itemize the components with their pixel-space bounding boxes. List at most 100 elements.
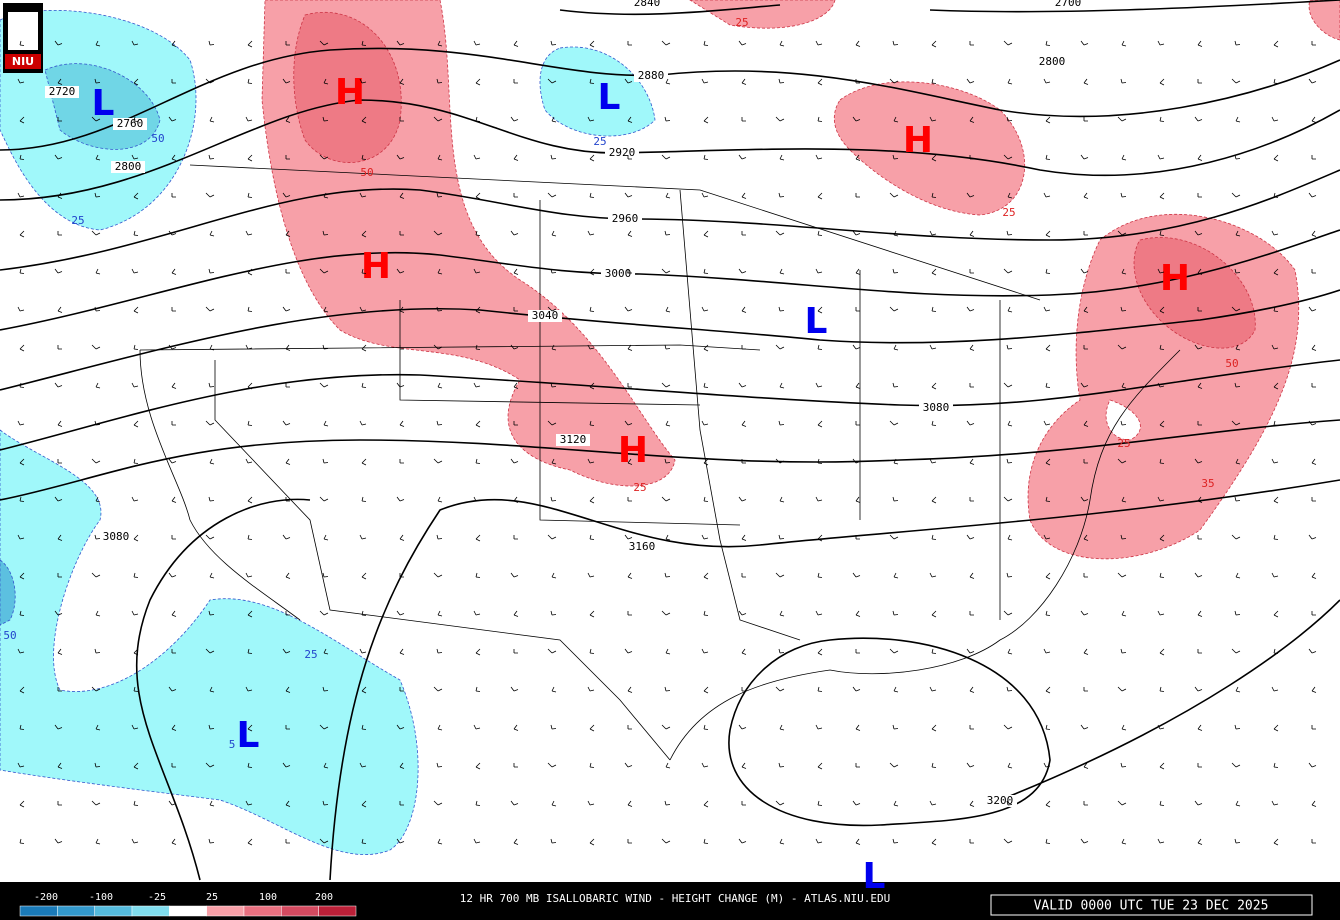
wind-arrow	[1080, 268, 1089, 274]
wind-arrow	[892, 838, 899, 844]
wind-arrow	[131, 724, 139, 730]
wind-arrow	[133, 572, 139, 578]
wind-arrow	[738, 268, 747, 274]
wind-arrow	[587, 230, 595, 236]
wind-arrow	[54, 610, 63, 616]
wind-arrow	[665, 534, 671, 541]
wind-arrow	[285, 155, 290, 160]
rise-area	[689, 0, 836, 29]
wind-arrow	[19, 724, 25, 730]
wind-arrow	[661, 40, 671, 46]
wind-arrow	[322, 800, 329, 806]
wind-arrow	[133, 230, 139, 236]
wind-arrow	[1273, 496, 1279, 504]
valid-time: VALID 0000 UTC TUE 23 DEC 2025	[1034, 899, 1269, 914]
wind-arrow	[929, 800, 937, 806]
wind-arrow	[1273, 648, 1279, 654]
legend-tick-label: -200	[34, 892, 58, 903]
wind-arrow	[247, 762, 253, 768]
wind-arrow	[778, 306, 785, 312]
wind-arrow	[473, 154, 481, 160]
contour-label: 3080	[103, 530, 130, 543]
wind-arrow	[1231, 534, 1241, 540]
wind-arrow	[929, 572, 937, 578]
wind-arrow	[779, 382, 785, 389]
contour-label: 2720	[49, 85, 76, 98]
wind-arrow	[1007, 648, 1013, 655]
wind-arrow	[1043, 534, 1051, 540]
wind-arrow	[1007, 78, 1013, 85]
wind-arrow	[361, 838, 367, 844]
wind-arrow	[285, 344, 291, 351]
wind-arrow	[815, 382, 823, 388]
legend-tick-label: -25	[148, 892, 166, 903]
wind-arrow	[931, 382, 937, 390]
wind-arrow	[1273, 154, 1279, 162]
contour-label-bg	[111, 161, 145, 173]
wind-arrow	[396, 268, 405, 274]
wind-arrow	[627, 116, 633, 123]
wind-arrow	[1083, 306, 1089, 313]
wind-arrow	[778, 192, 785, 198]
wind-arrow	[1043, 306, 1051, 312]
wind-arrow	[1045, 268, 1051, 274]
wind-arrow	[19, 458, 25, 466]
wind-arrow	[57, 345, 62, 350]
wind-arrow	[1117, 572, 1127, 578]
logo-text: NIU	[12, 55, 34, 68]
change-label: 25	[633, 481, 646, 494]
wind-arrow	[547, 78, 557, 84]
wind-arrow	[1045, 154, 1051, 160]
wind-arrow	[931, 724, 937, 732]
wind-arrow	[1003, 268, 1013, 274]
wind-arrow	[661, 724, 671, 730]
wind-arrow	[1234, 610, 1241, 616]
wind-arrow	[1197, 724, 1203, 731]
wind-arrow	[95, 610, 101, 617]
wind-arrow	[1197, 421, 1202, 426]
wind-arrow	[247, 610, 253, 618]
wind-arrow	[929, 458, 937, 464]
wind-arrow	[855, 154, 861, 161]
wind-arrow	[779, 40, 785, 47]
wind-arrow	[95, 496, 101, 503]
wind-arrow	[969, 800, 975, 807]
wind-arrow	[359, 78, 367, 84]
wind-arrow	[513, 193, 518, 198]
wind-arrow	[513, 496, 519, 503]
valid-box	[990, 894, 1313, 916]
wind-arrow	[133, 534, 139, 542]
wind-arrow	[627, 155, 632, 160]
wind-arrow	[285, 800, 291, 807]
wind-arrow	[1121, 154, 1127, 161]
wind-arrow	[208, 382, 215, 388]
wind-arrow	[285, 116, 291, 123]
wind-arrow	[966, 306, 975, 312]
wind-arrow	[817, 230, 823, 236]
wind-arrow	[1045, 686, 1051, 694]
wind-arrow	[589, 306, 595, 312]
change-label: 50	[1225, 357, 1238, 370]
wind-arrow	[741, 78, 747, 85]
wind-arrow	[94, 648, 101, 654]
wind-arrow	[889, 192, 899, 198]
wind-arrow	[282, 78, 291, 84]
wind-arrow	[1197, 40, 1203, 47]
wind-arrow	[889, 78, 899, 84]
wind-arrow	[433, 686, 443, 692]
wind-arrow	[1234, 496, 1241, 502]
wind-arrow	[893, 572, 899, 579]
wind-arrow	[168, 572, 177, 578]
wind-arrow	[54, 838, 63, 844]
wind-arrow	[665, 648, 671, 655]
wind-arrow	[396, 382, 405, 388]
wind-arrow	[1117, 344, 1127, 350]
wind-arrow	[817, 306, 823, 314]
wind-arrow	[627, 41, 632, 46]
contour-label: 2700	[1055, 0, 1082, 9]
wind-arrow	[1194, 116, 1203, 122]
wind-arrow	[1197, 535, 1202, 540]
wind-arrow	[889, 534, 899, 540]
center-label: H	[361, 246, 391, 287]
